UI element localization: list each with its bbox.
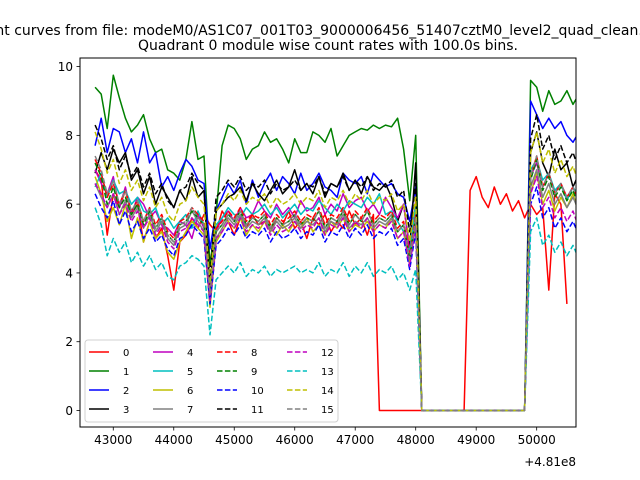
series-line-11 — [94, 113, 576, 412]
legend-label-5: 5 — [187, 367, 193, 378]
legend-label-12: 12 — [321, 348, 334, 359]
legend-label-9: 9 — [251, 367, 257, 378]
legend-label-0: 0 — [123, 348, 129, 359]
series-line-4 — [94, 162, 576, 412]
x-tick-label: 46000 — [276, 433, 314, 447]
legend-label-14: 14 — [321, 386, 334, 397]
x-axis-offset-text: +4.81e8 — [524, 455, 576, 469]
legend-label-11: 11 — [251, 405, 264, 416]
legend-label-2: 2 — [123, 386, 129, 397]
legend-label-15: 15 — [321, 405, 334, 416]
axes-title: Quadrant 0 module wise count rates with … — [138, 38, 518, 54]
series-layer — [94, 74, 576, 412]
series-line-15 — [94, 155, 576, 412]
y-tick-label: 4 — [65, 266, 73, 280]
x-tick-label: 44000 — [155, 433, 193, 447]
series-line-12 — [94, 175, 576, 412]
x-tick-label: 47000 — [336, 433, 374, 447]
legend-label-4: 4 — [187, 348, 193, 359]
legend-label-13: 13 — [321, 367, 334, 378]
series-line-14 — [94, 131, 576, 412]
legend-label-1: 1 — [123, 367, 129, 378]
x-tick-label: 50000 — [518, 433, 556, 447]
x-axis: 43000 44000 45000 46000 47000 48000 49000 50000 — [94, 427, 556, 447]
figure-suptitle: Light curves from file: modeM0/AS1C07_00… — [0, 23, 640, 39]
y-axis: 0 2 4 6 8 10 — [58, 60, 80, 418]
legend-label-7: 7 — [187, 405, 193, 416]
legend-label-3: 3 — [123, 405, 129, 416]
series-line-7 — [94, 169, 576, 412]
x-tick-label: 49000 — [457, 433, 495, 447]
legend-box — [84, 339, 339, 423]
legend-label-6: 6 — [187, 386, 193, 397]
x-tick-label: 43000 — [94, 433, 132, 447]
series-line-2 — [94, 100, 576, 412]
series-line-1 — [94, 74, 576, 412]
legend-label-8: 8 — [251, 348, 257, 359]
series-line-10 — [94, 186, 576, 412]
series-line-13 — [94, 207, 576, 412]
plot-frame — [79, 57, 577, 428]
y-tick-label: 0 — [65, 404, 73, 418]
y-tick-label: 2 — [65, 335, 73, 349]
y-tick-label: 10 — [58, 60, 73, 74]
x-tick-label: 45000 — [215, 433, 253, 447]
legend-label-10: 10 — [251, 386, 264, 397]
y-tick-label: 8 — [65, 129, 73, 143]
y-tick-label: 6 — [65, 198, 73, 212]
x-tick-label: 48000 — [397, 433, 435, 447]
